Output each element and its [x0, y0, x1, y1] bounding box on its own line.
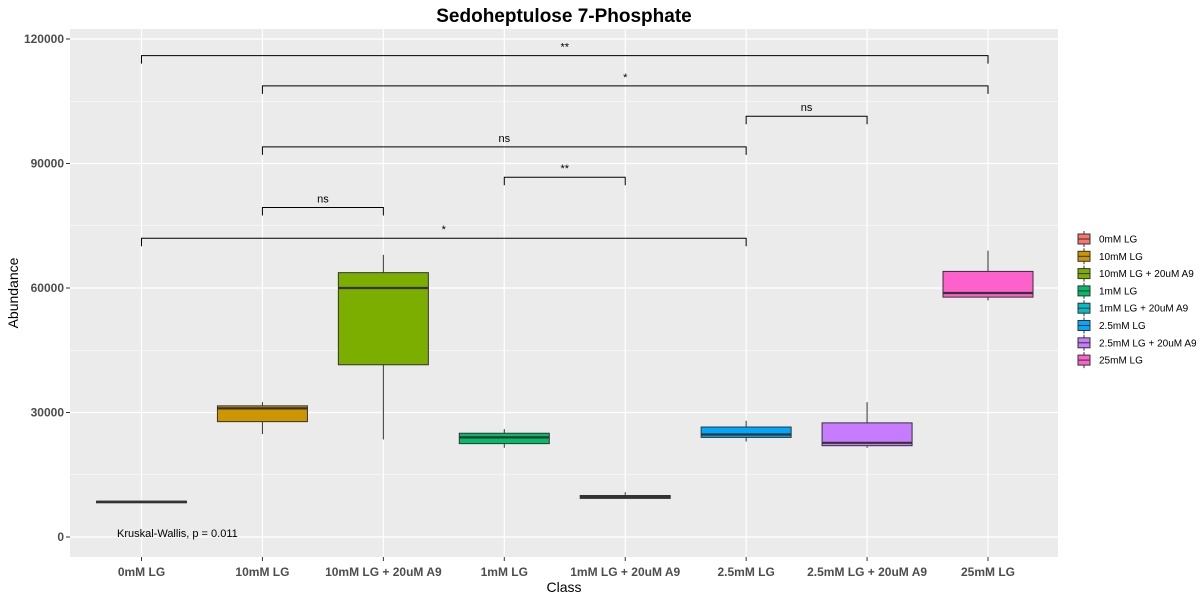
comparison-bracket: * — [261, 72, 989, 94]
legend-label: 0mM LG — [1099, 235, 1138, 246]
y-axis: 0 30000 60000 90000 120000 — [24, 32, 70, 544]
box-10mm-lg — [216, 402, 308, 435]
kruskal-wallis-annotation: Kruskal-Wallis, p = 0.011 — [117, 528, 238, 540]
x-tick-label: 10mM LG + 20uM A9 — [325, 565, 442, 579]
chart-title: Sedoheptulose 7-Phosphate — [436, 6, 691, 27]
y-tick-label: 30000 — [31, 406, 65, 420]
legend-item: 2.5mM LG — [1077, 317, 1146, 334]
bracket-line — [261, 206, 384, 216]
significance-label: ** — [560, 163, 569, 175]
box-body — [821, 422, 913, 447]
bracket-line — [503, 176, 626, 186]
significance-label: ns — [317, 193, 329, 205]
legend-label: 10mM LG + 20uM A9 — [1099, 269, 1194, 280]
box-25mm-lg — [942, 250, 1034, 301]
comparison-bracket: ns — [261, 133, 747, 155]
legend-label: 25mM LG — [1099, 356, 1143, 367]
legend-label: 10mM LG — [1099, 252, 1143, 263]
bracket-line — [261, 85, 989, 94]
bracket-line — [141, 55, 989, 64]
x-tick-label: 1mM LG — [481, 565, 528, 579]
y-axis-title: Abundance — [5, 257, 21, 328]
y-tick-label: 60000 — [31, 281, 65, 295]
box-10mm-lg-20um-a9 — [337, 254, 429, 440]
legend-label: 2.5mM LG + 20uM A9 — [1099, 338, 1197, 349]
plot-panel — [70, 29, 1058, 557]
box-body — [700, 426, 792, 438]
box-0mm-lg — [96, 500, 187, 504]
box-1mm-lg-20um-a9 — [579, 492, 671, 499]
comparison-bracket: ** — [503, 163, 626, 186]
x-tick-label: 25mM LG — [961, 565, 1015, 579]
significance-label: * — [442, 224, 447, 236]
comparison-bracket: ns — [261, 193, 384, 216]
x-axis: 0mM LG 10mM LG 10mM LG + 20uM A9 1mM LG 1mM … — [118, 557, 1015, 579]
x-tick-label: 10mM LG — [235, 565, 289, 579]
x-tick-label: 0mM LG — [118, 565, 165, 579]
legend-label: 2.5mM LG — [1099, 321, 1146, 332]
legend-item: 10mM LG + 20uM A9 — [1077, 265, 1194, 282]
box-body — [216, 405, 308, 423]
comparison-bracket: * — [141, 224, 747, 247]
comparison-bracket: ** — [141, 42, 989, 64]
significance-label: ** — [560, 42, 569, 54]
bracket-line — [261, 146, 747, 155]
legend: 0mM LG 10mM LG 10mM LG + 20uM A9 1mM LG 1mM … — [1077, 231, 1197, 369]
box-body — [337, 272, 429, 366]
comparison-bracket: ns — [745, 102, 868, 125]
x-tick-label: 2.5mM LG + 20uM A9 — [807, 565, 927, 579]
y-tick-label: 90000 — [31, 157, 65, 171]
box-2-5mm-lg-20um-a9 — [821, 402, 913, 448]
x-axis-title: Class — [546, 579, 581, 595]
legend-item: 10mM LG — [1077, 248, 1143, 265]
y-tick-label: 0 — [57, 530, 64, 544]
significance-label: * — [623, 72, 628, 84]
significance-label: ns — [498, 133, 510, 145]
x-tick-label: 2.5mM LG — [717, 565, 774, 579]
legend-item: 25mM LG — [1077, 352, 1143, 369]
legend-label: 1mM LG — [1099, 286, 1138, 297]
box-series — [96, 250, 1034, 504]
legend-item: 2.5mM LG + 20uM A9 — [1077, 334, 1197, 351]
box-2-5mm-lg — [700, 420, 792, 442]
y-tick-label: 120000 — [24, 32, 64, 46]
x-tick-label: 1mM LG + 20uM A9 — [570, 565, 680, 579]
legend-item: 1mM LG + 20uM A9 — [1077, 300, 1189, 317]
significance-label: ns — [801, 102, 813, 114]
bracket-line — [141, 237, 747, 247]
bracket-line — [745, 115, 868, 125]
box-1mm-lg — [458, 429, 550, 448]
legend-item: 1mM LG — [1077, 282, 1138, 299]
legend-item: 0mM LG — [1077, 231, 1138, 247]
legend-label: 1mM LG + 20uM A9 — [1099, 304, 1189, 315]
